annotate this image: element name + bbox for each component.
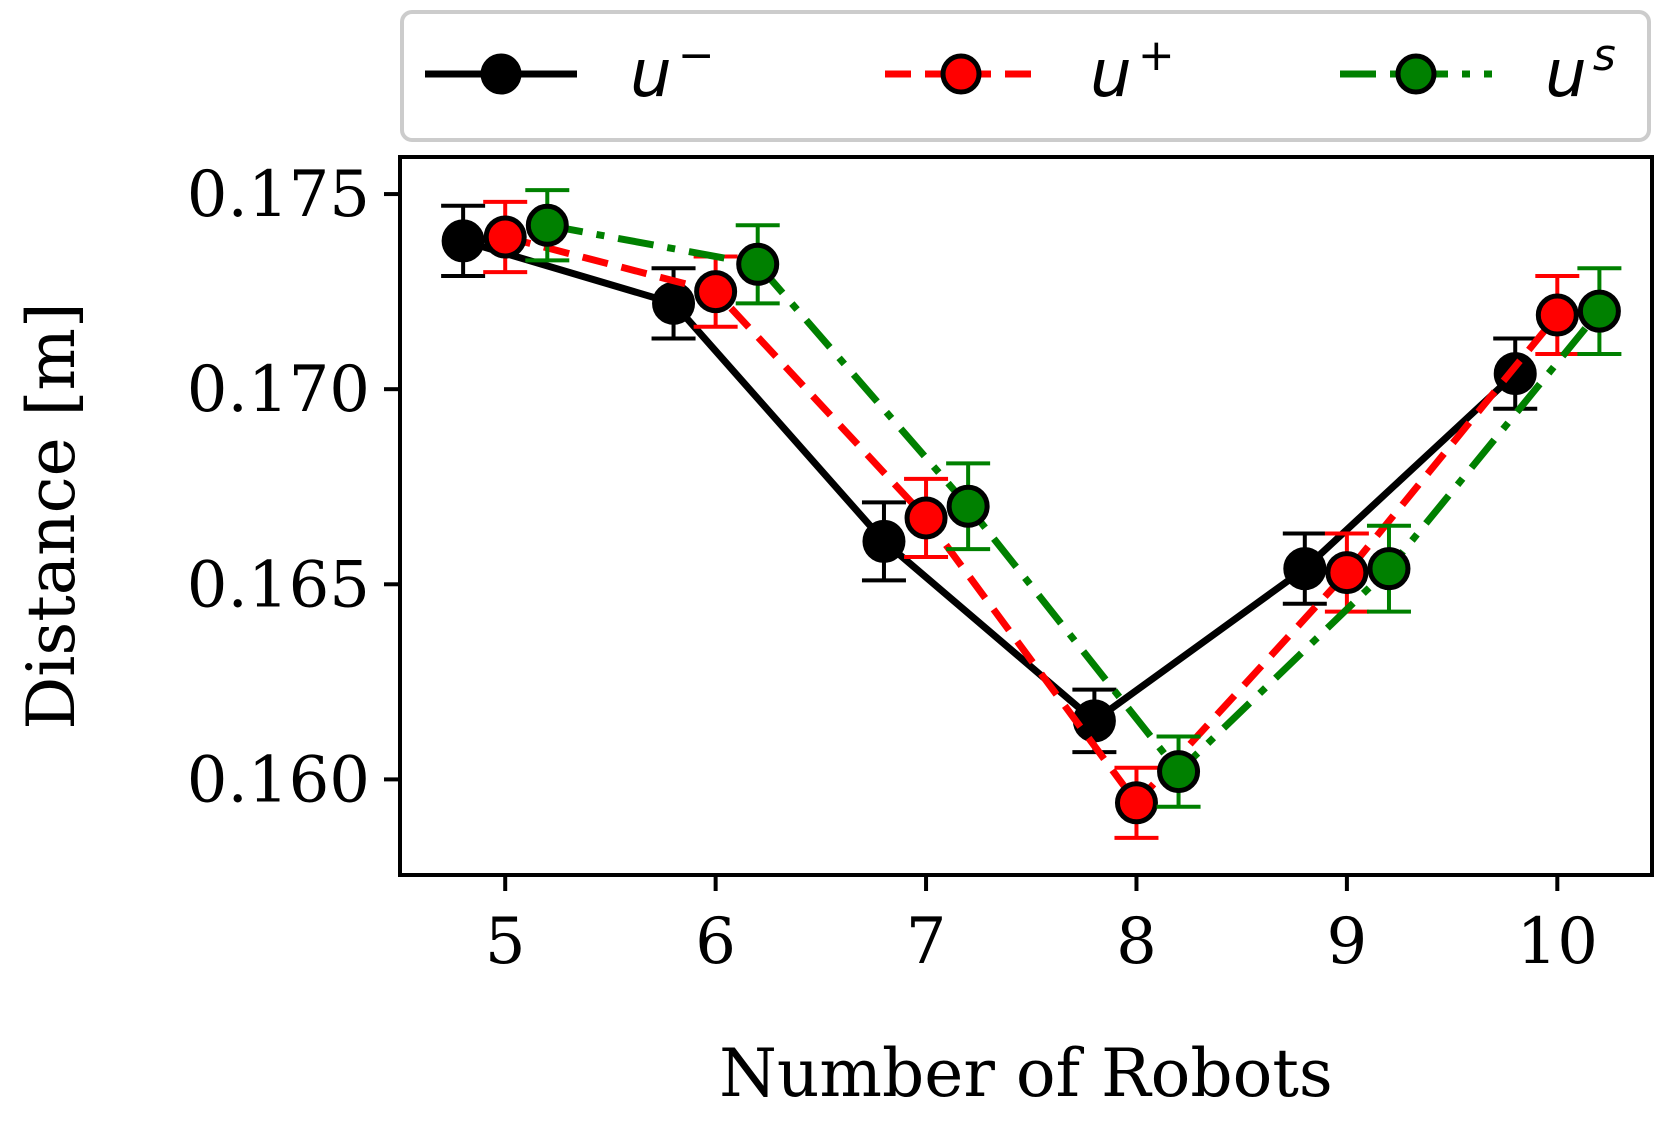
data-point <box>1367 547 1411 591</box>
data-point <box>1493 352 1537 396</box>
data-point <box>1283 547 1327 591</box>
x-tick-label: 9 <box>1327 905 1368 979</box>
y-tick-label: 0.175 <box>187 158 370 232</box>
data-point <box>904 496 948 540</box>
legend-marker <box>480 53 522 95</box>
legend-label-base: u <box>1090 35 1132 112</box>
series-2 <box>525 188 1622 809</box>
data-point <box>1114 781 1158 825</box>
data-point <box>525 203 569 247</box>
legend-entry-1: u + <box>885 30 1175 112</box>
series-line <box>546 221 1603 777</box>
data-point <box>483 215 527 259</box>
y-axis-label: Distance [m] <box>13 302 90 729</box>
x-tick-label: 8 <box>1116 905 1157 979</box>
data-point <box>1577 289 1621 333</box>
data-point <box>441 219 485 263</box>
legend-marker <box>1395 53 1437 95</box>
legend: u − u + u s <box>400 10 1651 142</box>
data-point <box>1157 750 1201 794</box>
plot-frame <box>398 155 1654 877</box>
data-point <box>862 519 906 563</box>
data-point <box>1072 699 1116 743</box>
legend-label: u + <box>1090 30 1175 112</box>
data-point <box>1535 293 1579 337</box>
series-line <box>504 233 1561 809</box>
data-point <box>694 270 738 314</box>
series-1 <box>483 199 1580 840</box>
x-axis-label: Number of Robots <box>719 1035 1333 1112</box>
x-tick-label: 5 <box>485 905 526 979</box>
legend-marker <box>940 53 982 95</box>
series-line <box>462 237 1518 726</box>
x-tick-label: 10 <box>1517 905 1598 979</box>
data-point <box>736 242 780 286</box>
legend-label-sup: + <box>1138 30 1175 81</box>
x-tick-label: 7 <box>906 905 947 979</box>
y-tick-label: 0.170 <box>187 353 370 427</box>
series-layer <box>441 188 1622 840</box>
y-tick-label: 0.165 <box>187 548 370 622</box>
legend-label: u − <box>630 30 715 112</box>
data-point <box>652 281 696 325</box>
legend-entry-0: u − <box>425 30 715 112</box>
x-axis: 5 6 7 8 9 10 <box>485 875 1598 979</box>
y-tick-label: 0.160 <box>187 743 370 817</box>
y-axis: 0.160 0.165 0.170 0.175 <box>187 158 400 817</box>
series-0 <box>441 203 1538 755</box>
data-point <box>946 484 990 528</box>
plot-area: 5 6 7 8 9 10 0.160 0.165 0.170 0.175 <box>187 155 1654 979</box>
legend-label-base: u <box>630 35 672 112</box>
data-point <box>1325 551 1369 595</box>
x-tick-label: 6 <box>695 905 736 979</box>
legend-label-sup: s <box>1593 30 1616 81</box>
legend-entries: u − u + u s <box>425 30 1616 112</box>
legend-label-sup: − <box>678 30 715 81</box>
legend-label-base: u <box>1545 35 1587 112</box>
